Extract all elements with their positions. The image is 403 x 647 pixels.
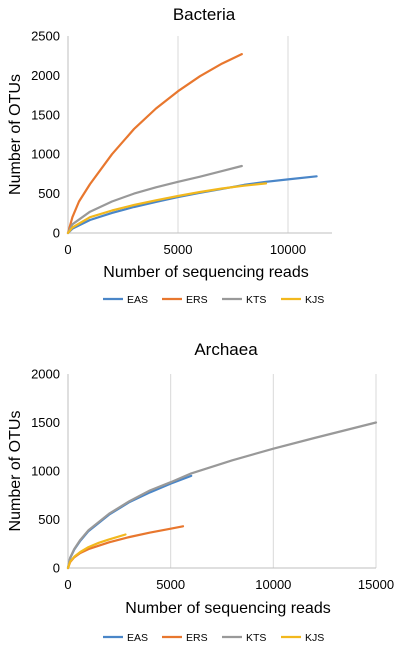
chart-title: Archaea (194, 340, 258, 359)
y-axis-label: Number of OTUs (7, 74, 24, 195)
x-axis-label: Number of sequencing reads (125, 600, 330, 617)
series-line-kts (66, 164, 243, 235)
y-tick-label: 500 (38, 512, 60, 527)
y-tick-label: 1000 (31, 464, 60, 479)
legend-label-ers: ERS (186, 294, 208, 306)
x-tick-label: 5000 (164, 242, 193, 257)
y-tick-label: 2000 (31, 68, 60, 83)
x-tick-label: 5000 (156, 577, 185, 592)
series-line-eas (66, 474, 193, 570)
series-line-kjs (66, 533, 127, 570)
y-tick-label: 0 (53, 226, 60, 241)
bacteria-chart: 0 500 1000 1500 2000 2500 0 5000 10000 Bacteria Nu… (7, 5, 332, 306)
series-line-kjs (66, 182, 268, 235)
y-tick-label: 0 (53, 561, 60, 576)
legend-label-eas: EAS (127, 294, 148, 306)
archaea-chart: 0 500 1000 1500 2000 0 5000 10000 15000 Archaea Nu… (7, 340, 394, 644)
y-tick-label: 500 (38, 186, 60, 201)
series-line-kts (66, 421, 378, 570)
y-tick-label: 2500 (31, 29, 60, 44)
x-tick-label: 0 (64, 577, 71, 592)
x-axis-label: Number of sequencing reads (103, 264, 308, 281)
x-tick-label: 10000 (255, 577, 291, 592)
chart-title: Bacteria (173, 5, 236, 24)
x-tick-label: 15000 (358, 577, 394, 592)
legend-label-eas: EAS (127, 632, 148, 644)
legend-label-ers: ERS (186, 632, 208, 644)
y-tick-label: 1500 (31, 415, 60, 430)
legend-label-kts: KTS (246, 632, 266, 644)
y-tick-label: 1500 (31, 107, 60, 122)
y-tick-label: 1000 (31, 147, 60, 162)
y-tick-label: 2000 (31, 367, 60, 382)
x-tick-label: 0 (64, 242, 71, 257)
legend-label-kjs: KJS (305, 632, 324, 644)
x-tick-label: 10000 (270, 242, 306, 257)
series-line-ers (66, 52, 243, 235)
legend-label-kts: KTS (246, 294, 266, 306)
y-axis-label: Number of OTUs (7, 411, 24, 532)
legend-label-kjs: KJS (305, 294, 324, 306)
